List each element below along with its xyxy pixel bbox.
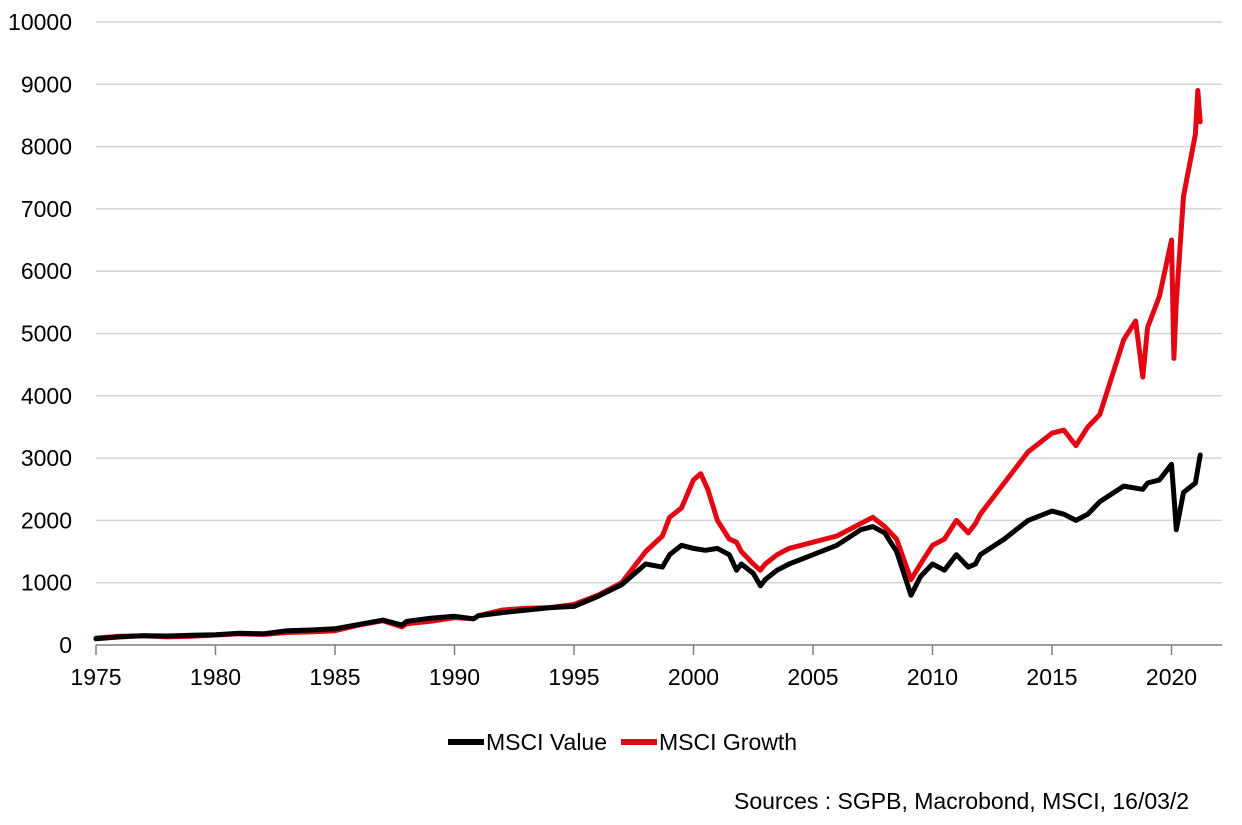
legend-item-msci-value: MSCI Value xyxy=(448,729,621,756)
x-tick-label: 2000 xyxy=(668,664,719,690)
x-tick-label: 2020 xyxy=(1146,664,1197,690)
legend: MSCI Value MSCI Growth xyxy=(448,726,809,758)
y-tick-label: 1000 xyxy=(21,570,72,596)
x-tick-label: 1995 xyxy=(548,664,599,690)
x-tick-label: 1985 xyxy=(309,664,360,690)
legend-swatch-msci-growth xyxy=(621,739,657,745)
x-tick-label: 2005 xyxy=(787,664,838,690)
y-tick-label: 0 xyxy=(59,632,72,658)
x-tick-label: 1990 xyxy=(429,664,480,690)
y-axis-ticks: 0 1000 2000 3000 4000 5000 6000 7000 8000 9000 100… xyxy=(8,9,72,658)
series-line-msci-value xyxy=(93,452,1203,642)
legend-label-msci-growth: MSCI Growth xyxy=(659,728,798,755)
y-tick-label: 9000 xyxy=(21,71,72,97)
gridlines xyxy=(96,21,1222,584)
series-line-msci-growth xyxy=(93,88,1203,641)
y-tick-label: 2000 xyxy=(21,507,72,533)
y-tick-label: 7000 xyxy=(21,196,72,222)
y-tick-label: 10000 xyxy=(8,9,72,35)
y-tick-label: 8000 xyxy=(21,134,72,160)
source-note: Sources : SGPB, Macrobond, MSCI, 16/03/2 xyxy=(734,788,1190,814)
y-tick-label: 4000 xyxy=(21,383,72,409)
x-tick-label: 1980 xyxy=(190,664,241,690)
line-chart: 0 1000 2000 3000 4000 5000 6000 7000 8000 9000 100… xyxy=(8,9,1222,690)
x-axis: 1975 1980 1985 1990 1995 2000 2005 2010 2015 2020 xyxy=(70,644,1222,690)
legend-label-msci-value: MSCI Value xyxy=(486,728,608,755)
legend-item-msci-growth: MSCI Growth xyxy=(621,729,809,756)
series-lines xyxy=(93,88,1203,642)
x-tick-label: 1975 xyxy=(70,664,121,690)
x-tick-label: 2015 xyxy=(1026,664,1077,690)
y-tick-label: 6000 xyxy=(21,258,72,284)
x-tick-label: 2010 xyxy=(907,664,958,690)
y-tick-label: 3000 xyxy=(21,445,72,471)
y-tick-label: 5000 xyxy=(21,321,72,347)
legend-swatch-msci-value xyxy=(448,739,484,745)
